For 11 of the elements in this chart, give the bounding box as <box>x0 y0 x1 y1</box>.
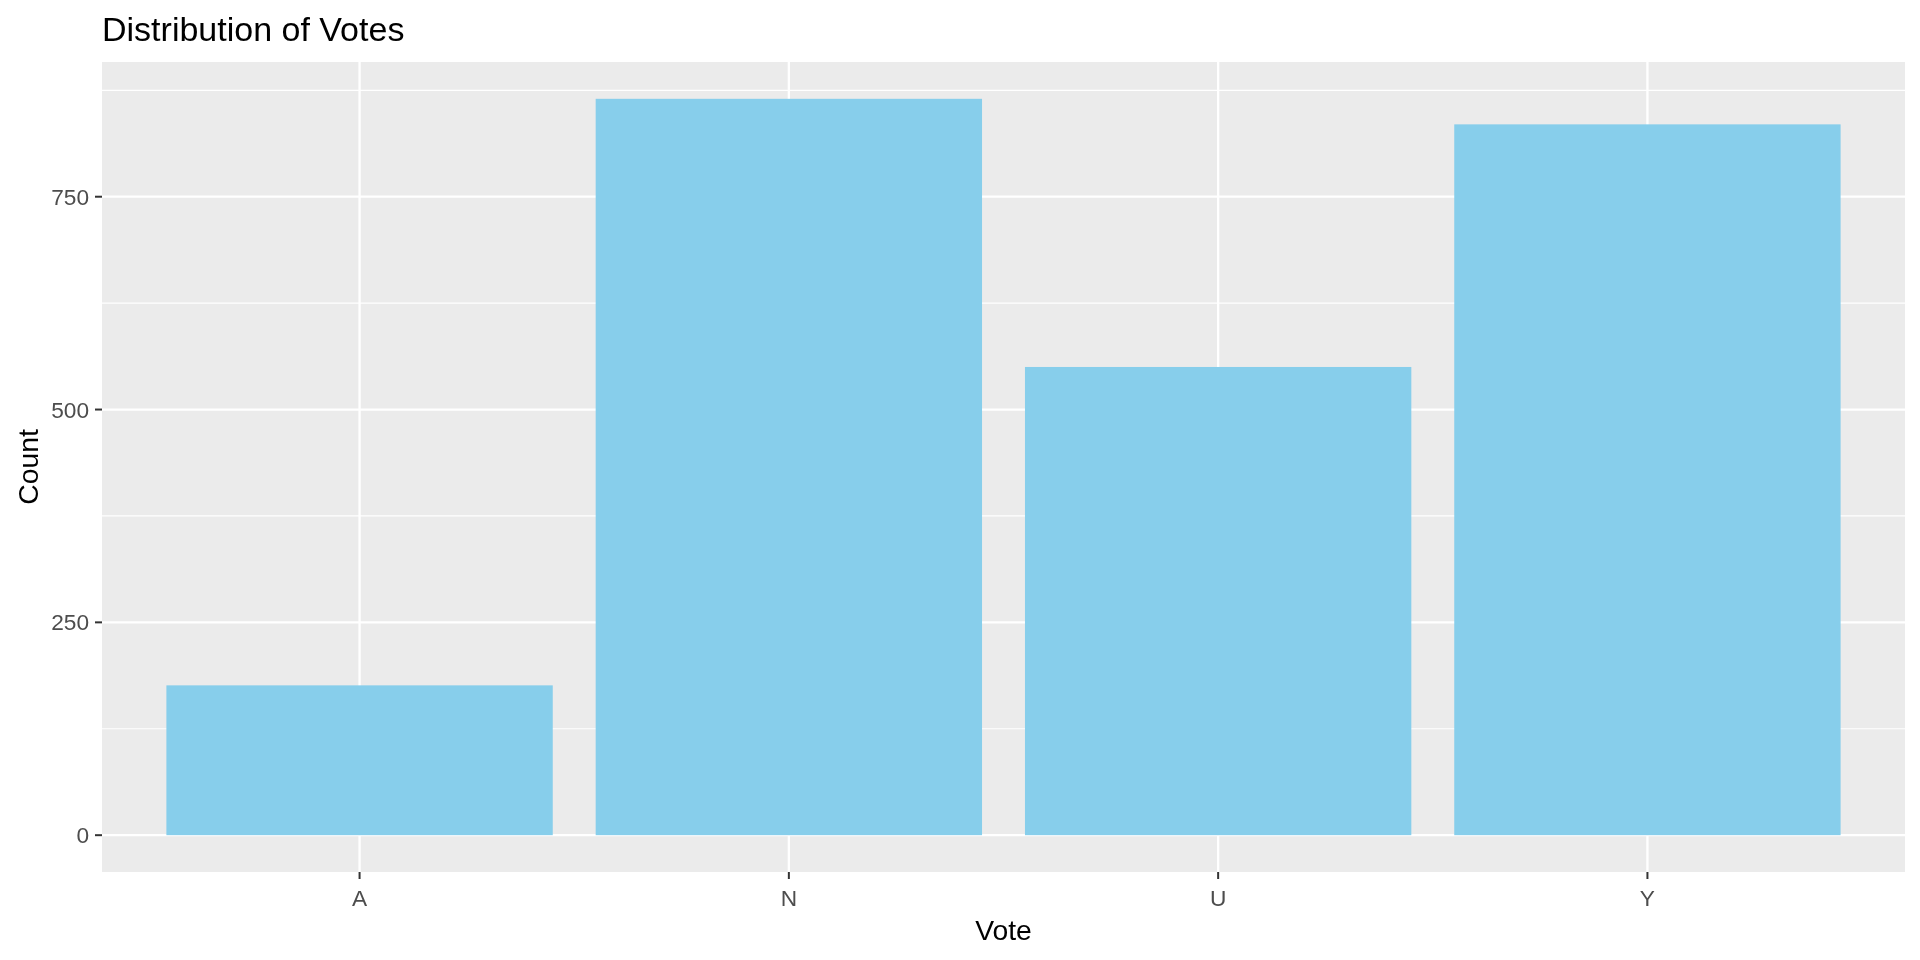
x-tick-label: A <box>352 885 368 911</box>
y-axis-title: Count <box>12 429 44 505</box>
x-tick-label: N <box>780 885 798 911</box>
y-tick-label: 750 <box>51 183 89 210</box>
chart-title: Distribution of Votes <box>102 10 405 48</box>
x-tick-label: U <box>1209 885 1227 911</box>
x-tick-label: Y <box>1639 885 1655 911</box>
y-tick-label: 250 <box>51 609 89 636</box>
y-tick-label: 500 <box>51 396 89 423</box>
y-tick-label: 0 <box>76 822 89 849</box>
x-axis-title: Vote <box>975 914 1032 946</box>
